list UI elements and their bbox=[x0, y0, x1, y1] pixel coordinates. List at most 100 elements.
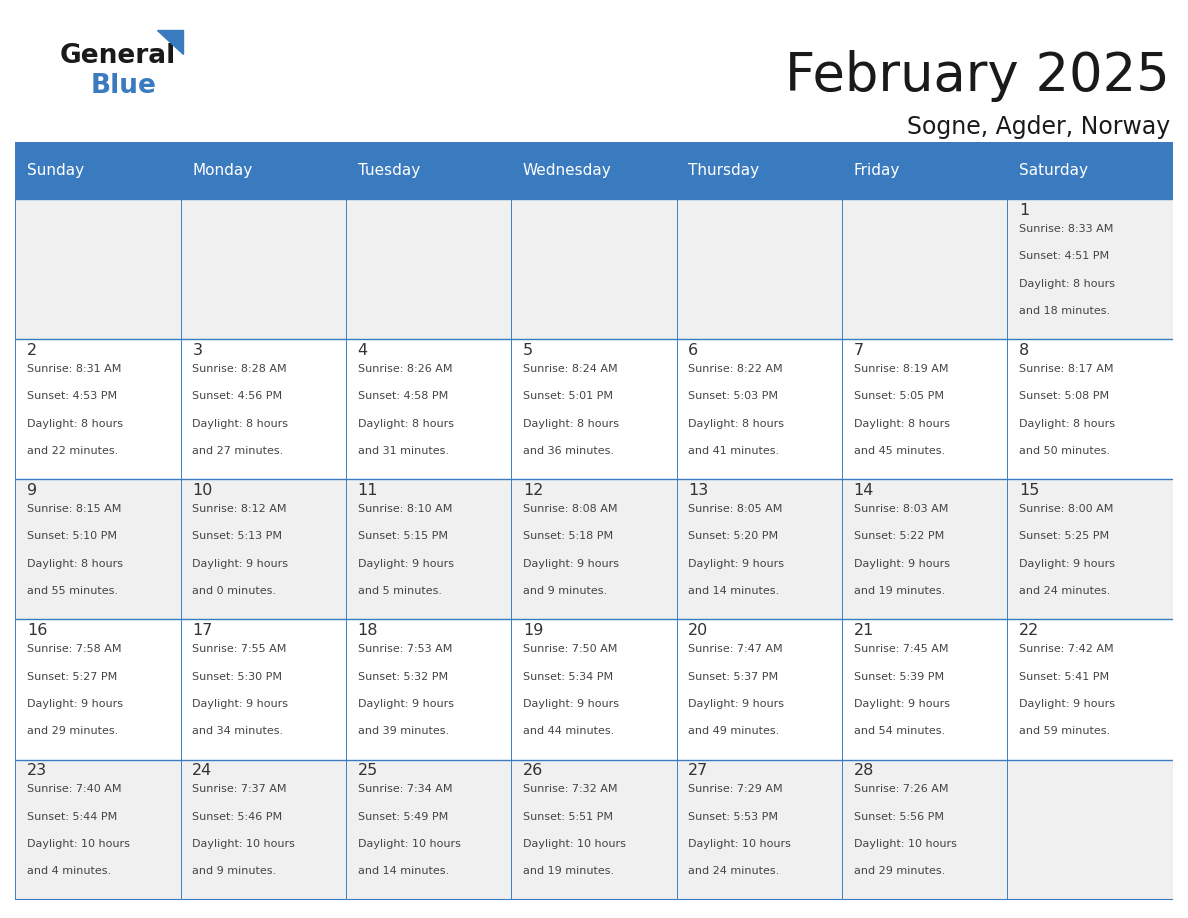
Text: Daylight: 9 hours: Daylight: 9 hours bbox=[192, 559, 289, 569]
Text: and 5 minutes.: and 5 minutes. bbox=[358, 586, 442, 596]
Text: Sunrise: 7:40 AM: Sunrise: 7:40 AM bbox=[27, 784, 121, 794]
Text: and 45 minutes.: and 45 minutes. bbox=[853, 446, 944, 456]
Bar bbox=[181, 759, 346, 900]
Text: and 24 minutes.: and 24 minutes. bbox=[1019, 586, 1110, 596]
Text: and 9 minutes.: and 9 minutes. bbox=[192, 867, 277, 876]
Text: Sunrise: 8:28 AM: Sunrise: 8:28 AM bbox=[192, 364, 287, 374]
Text: 15: 15 bbox=[1019, 483, 1040, 498]
Text: Sunset: 5:53 PM: Sunset: 5:53 PM bbox=[688, 812, 778, 822]
Bar bbox=[1007, 620, 1173, 759]
Text: and 27 minutes.: and 27 minutes. bbox=[192, 446, 284, 456]
Text: Blue: Blue bbox=[90, 73, 156, 99]
Bar bbox=[511, 199, 677, 340]
Text: Sunset: 5:10 PM: Sunset: 5:10 PM bbox=[27, 532, 116, 542]
Text: Sunrise: 7:32 AM: Sunrise: 7:32 AM bbox=[523, 784, 618, 794]
Text: 19: 19 bbox=[523, 623, 543, 638]
Text: Sunrise: 7:58 AM: Sunrise: 7:58 AM bbox=[27, 644, 121, 655]
Bar bbox=[1007, 199, 1173, 340]
Text: Sunrise: 8:19 AM: Sunrise: 8:19 AM bbox=[853, 364, 948, 374]
Bar bbox=[511, 759, 677, 900]
Text: Sunset: 5:51 PM: Sunset: 5:51 PM bbox=[523, 812, 613, 822]
Text: Tuesday: Tuesday bbox=[358, 163, 419, 178]
Text: and 18 minutes.: and 18 minutes. bbox=[1019, 306, 1110, 316]
Text: and 55 minutes.: and 55 minutes. bbox=[27, 586, 118, 596]
Text: 27: 27 bbox=[688, 763, 708, 778]
Bar bbox=[346, 340, 511, 479]
Text: Sunset: 5:25 PM: Sunset: 5:25 PM bbox=[1019, 532, 1108, 542]
Text: Sunrise: 7:45 AM: Sunrise: 7:45 AM bbox=[853, 644, 948, 655]
Bar bbox=[181, 620, 346, 759]
Text: Sunrise: 8:00 AM: Sunrise: 8:00 AM bbox=[1019, 504, 1113, 514]
Text: Daylight: 8 hours: Daylight: 8 hours bbox=[27, 559, 124, 569]
Text: Daylight: 10 hours: Daylight: 10 hours bbox=[358, 839, 461, 849]
Text: Daylight: 9 hours: Daylight: 9 hours bbox=[1019, 559, 1114, 569]
Text: 10: 10 bbox=[192, 483, 213, 498]
Text: Sunset: 5:05 PM: Sunset: 5:05 PM bbox=[853, 391, 943, 401]
Text: Sunrise: 8:05 AM: Sunrise: 8:05 AM bbox=[688, 504, 783, 514]
Text: Daylight: 9 hours: Daylight: 9 hours bbox=[523, 559, 619, 569]
Text: 24: 24 bbox=[192, 763, 213, 778]
Bar bbox=[15, 759, 181, 900]
Text: 4: 4 bbox=[358, 343, 368, 358]
Text: and 14 minutes.: and 14 minutes. bbox=[358, 867, 449, 876]
Text: Sunset: 5:56 PM: Sunset: 5:56 PM bbox=[853, 812, 943, 822]
Text: 5: 5 bbox=[523, 343, 533, 358]
Text: Daylight: 9 hours: Daylight: 9 hours bbox=[853, 559, 949, 569]
Text: and 9 minutes.: and 9 minutes. bbox=[523, 586, 607, 596]
Text: Daylight: 9 hours: Daylight: 9 hours bbox=[27, 699, 124, 709]
Text: Sunset: 5:34 PM: Sunset: 5:34 PM bbox=[523, 671, 613, 681]
Text: 3: 3 bbox=[192, 343, 202, 358]
Text: 11: 11 bbox=[358, 483, 378, 498]
Bar bbox=[842, 199, 1007, 340]
Text: Sunset: 5:41 PM: Sunset: 5:41 PM bbox=[1019, 671, 1108, 681]
Bar bbox=[842, 759, 1007, 900]
Text: 20: 20 bbox=[688, 623, 708, 638]
Text: Sunrise: 8:33 AM: Sunrise: 8:33 AM bbox=[1019, 224, 1113, 234]
Text: Sunrise: 8:03 AM: Sunrise: 8:03 AM bbox=[853, 504, 948, 514]
Text: Sunset: 4:51 PM: Sunset: 4:51 PM bbox=[1019, 252, 1108, 262]
Text: Sunrise: 8:31 AM: Sunrise: 8:31 AM bbox=[27, 364, 121, 374]
Bar bbox=[15, 620, 181, 759]
Text: Sunset: 5:32 PM: Sunset: 5:32 PM bbox=[358, 671, 448, 681]
Bar bbox=[842, 479, 1007, 620]
Text: Daylight: 10 hours: Daylight: 10 hours bbox=[688, 839, 791, 849]
Text: Daylight: 9 hours: Daylight: 9 hours bbox=[853, 699, 949, 709]
Text: Sunrise: 7:53 AM: Sunrise: 7:53 AM bbox=[358, 644, 451, 655]
Text: Sunset: 4:56 PM: Sunset: 4:56 PM bbox=[192, 391, 283, 401]
Text: Sunrise: 8:08 AM: Sunrise: 8:08 AM bbox=[523, 504, 618, 514]
Text: Sunset: 5:30 PM: Sunset: 5:30 PM bbox=[192, 671, 283, 681]
Bar bbox=[677, 479, 842, 620]
Text: 6: 6 bbox=[688, 343, 699, 358]
Bar bbox=[677, 620, 842, 759]
Text: and 0 minutes.: and 0 minutes. bbox=[192, 586, 277, 596]
Text: Daylight: 9 hours: Daylight: 9 hours bbox=[192, 699, 289, 709]
Bar bbox=[511, 620, 677, 759]
Text: 1: 1 bbox=[1019, 203, 1029, 218]
Text: and 41 minutes.: and 41 minutes. bbox=[688, 446, 779, 456]
Text: and 29 minutes.: and 29 minutes. bbox=[853, 867, 944, 876]
Text: and 22 minutes.: and 22 minutes. bbox=[27, 446, 119, 456]
Text: Wednesday: Wednesday bbox=[523, 163, 612, 178]
Bar bbox=[15, 479, 181, 620]
Text: Daylight: 8 hours: Daylight: 8 hours bbox=[27, 419, 124, 429]
Text: 12: 12 bbox=[523, 483, 543, 498]
Text: Daylight: 9 hours: Daylight: 9 hours bbox=[1019, 699, 1114, 709]
Text: 25: 25 bbox=[358, 763, 378, 778]
Text: Daylight: 9 hours: Daylight: 9 hours bbox=[523, 699, 619, 709]
Text: Daylight: 8 hours: Daylight: 8 hours bbox=[853, 419, 949, 429]
Bar bbox=[346, 199, 511, 340]
Bar bbox=[1007, 142, 1173, 199]
Text: 13: 13 bbox=[688, 483, 708, 498]
Text: and 34 minutes.: and 34 minutes. bbox=[192, 726, 284, 736]
Bar bbox=[346, 620, 511, 759]
Text: Sunset: 5:49 PM: Sunset: 5:49 PM bbox=[358, 812, 448, 822]
Text: Sunset: 5:18 PM: Sunset: 5:18 PM bbox=[523, 532, 613, 542]
Bar bbox=[677, 759, 842, 900]
Text: Sunrise: 8:10 AM: Sunrise: 8:10 AM bbox=[358, 504, 451, 514]
Text: 18: 18 bbox=[358, 623, 378, 638]
Text: 21: 21 bbox=[853, 623, 874, 638]
Text: and 19 minutes.: and 19 minutes. bbox=[853, 586, 944, 596]
Text: Daylight: 10 hours: Daylight: 10 hours bbox=[192, 839, 295, 849]
Text: Daylight: 8 hours: Daylight: 8 hours bbox=[358, 419, 454, 429]
Bar bbox=[15, 142, 181, 199]
